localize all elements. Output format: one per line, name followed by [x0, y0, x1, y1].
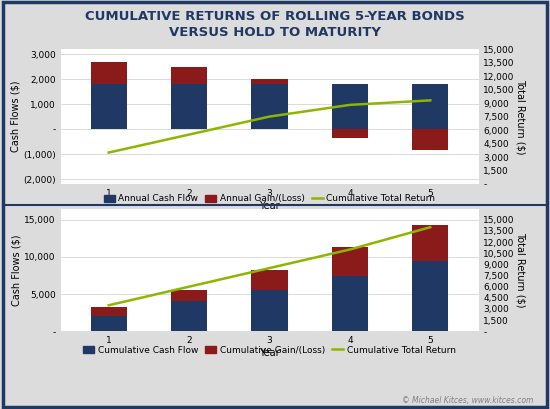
Bar — [171, 67, 207, 84]
Y-axis label: Total Return ($): Total Return ($) — [516, 232, 526, 308]
Y-axis label: Total Return ($): Total Return ($) — [516, 79, 526, 154]
Bar — [412, 225, 448, 261]
Bar — [412, 261, 448, 331]
Bar — [412, 129, 448, 151]
X-axis label: Year: Year — [259, 201, 280, 211]
Bar — [251, 84, 288, 129]
Bar — [91, 62, 127, 84]
Bar — [412, 84, 448, 129]
Bar — [251, 270, 288, 290]
Bar — [91, 316, 127, 331]
Bar — [332, 276, 368, 331]
Bar — [171, 290, 207, 301]
Y-axis label: Cash Flows ($): Cash Flows ($) — [12, 234, 21, 306]
Bar — [332, 84, 368, 129]
Y-axis label: Cash Flows ($): Cash Flows ($) — [10, 81, 20, 152]
Bar — [251, 79, 288, 84]
Bar — [91, 84, 127, 129]
X-axis label: Year: Year — [259, 348, 280, 358]
Legend: Cumulative Cash Flow, Cumulative Gain/(Loss), Cumulative Total Return: Cumulative Cash Flow, Cumulative Gain/(L… — [80, 342, 459, 358]
Bar — [332, 129, 368, 138]
Text: © Michael Kitces, www.kitces.com: © Michael Kitces, www.kitces.com — [402, 396, 534, 405]
Text: CUMULATIVE RETURNS OF ROLLING 5-YEAR BONDS
VERSUS HOLD TO MATURITY: CUMULATIVE RETURNS OF ROLLING 5-YEAR BON… — [85, 10, 465, 39]
Bar — [171, 84, 207, 129]
Bar — [91, 308, 127, 316]
Legend: Annual Cash Flow, Annual Gain/(Loss), Cumulative Total Return: Annual Cash Flow, Annual Gain/(Loss), Cu… — [100, 191, 439, 207]
Bar — [171, 301, 207, 331]
Bar — [251, 290, 288, 331]
Bar — [332, 247, 368, 276]
